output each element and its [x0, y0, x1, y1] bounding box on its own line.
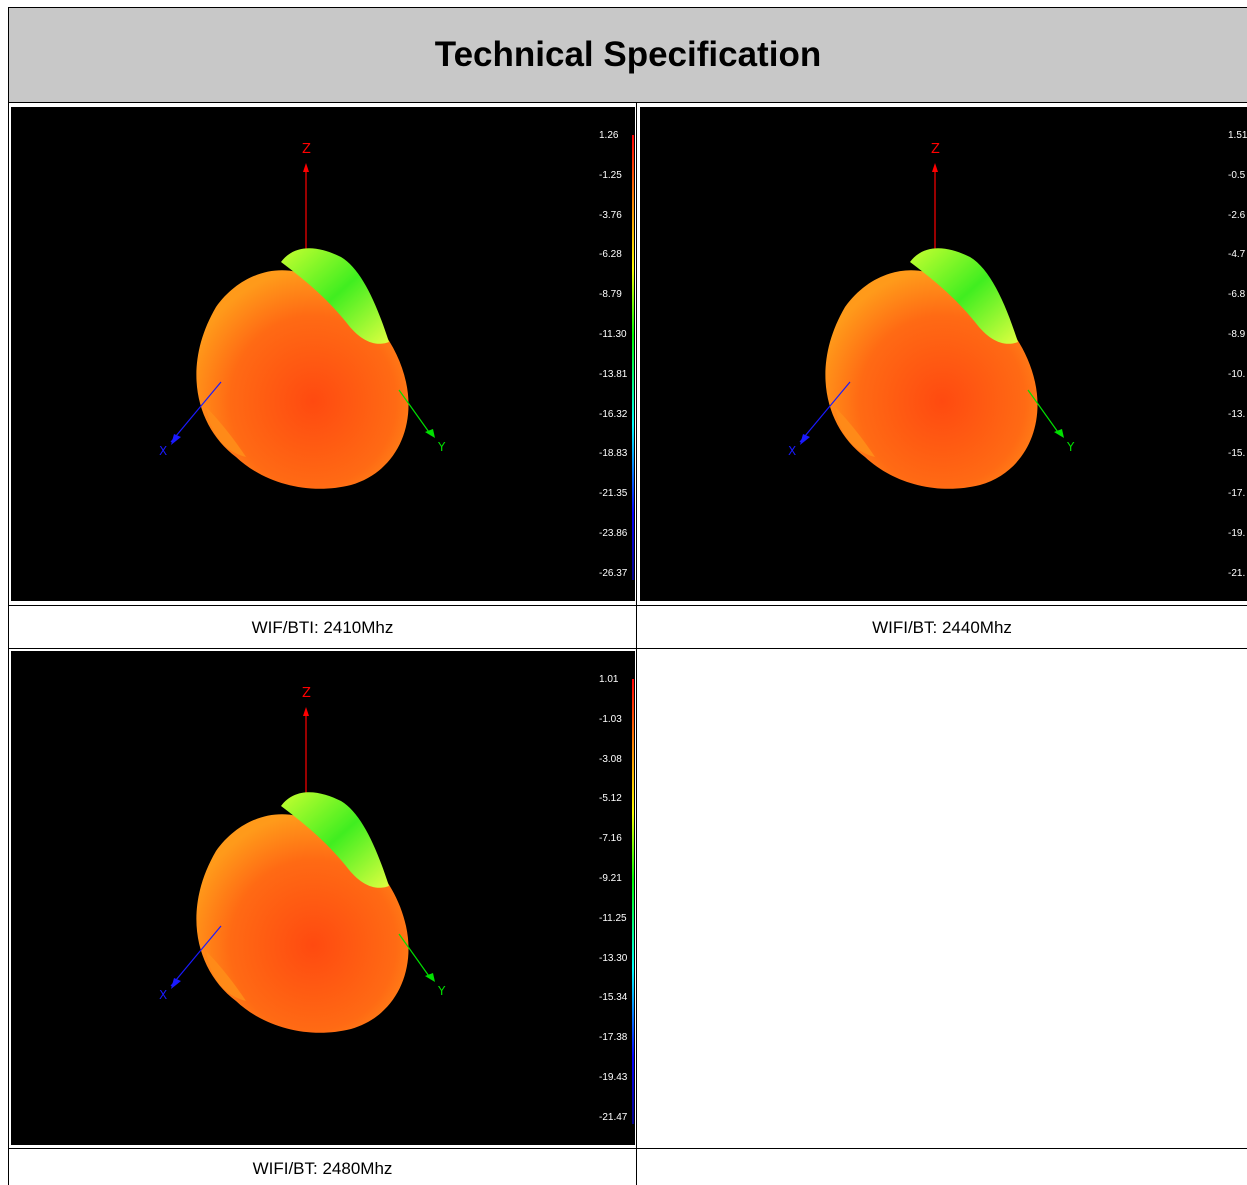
x-axis-label: X	[788, 444, 796, 458]
caption-2410: WIF/BTI: 2410Mhz	[251, 618, 394, 637]
scale-tick-label: -9.21	[599, 873, 622, 884]
scale-tick-label: -2.6	[1228, 209, 1246, 221]
z-axis-arrow	[303, 707, 309, 716]
scale-tick-label: -21.47	[599, 1111, 628, 1123]
scale-tick-label: -11.30	[599, 329, 627, 340]
scale-tick-label: -13.	[1228, 408, 1246, 420]
scale-tick-label: -10.	[1228, 368, 1246, 380]
x-axis-arrow	[800, 434, 810, 445]
y-axis-label: Y	[1066, 440, 1075, 454]
pattern-main-lobe	[196, 814, 409, 1033]
scale-tick-label: -5.12	[599, 793, 622, 805]
scale-tick-label: -19.	[1228, 528, 1246, 539]
scale-tick-label: -3.08	[599, 753, 622, 765]
title-bar: Technical Specification	[9, 8, 1247, 103]
scale-tick-label: -4.7	[1228, 249, 1246, 261]
caption-2440: WIFI/BT: 2440Mhz	[872, 618, 1012, 637]
pattern-main-lobe	[825, 270, 1038, 489]
pattern-upper-lobe	[910, 248, 1018, 344]
scale-tick-label: 1.51	[1228, 130, 1247, 141]
radiation-pattern-svg: Z X Y	[788, 142, 1075, 489]
color-scale-bar	[632, 135, 634, 580]
z-axis-label: Z	[302, 142, 311, 157]
scale-tick-label: -8.9	[1228, 329, 1246, 340]
z-axis-label: Z	[302, 686, 311, 701]
scale-tick-label: -26.37	[599, 567, 628, 579]
x-axis-arrow	[171, 434, 181, 445]
page-title: Technical Specification	[434, 35, 822, 74]
scale-tick-label: -6.8	[1228, 289, 1246, 301]
scale-tick-label: -1.25	[599, 169, 622, 181]
pattern-side-lobe	[835, 407, 875, 457]
divider-row-3	[8, 1148, 1247, 1149]
scale-tick-label: 1.26	[599, 130, 619, 141]
x-axis-arrow	[171, 978, 181, 989]
y-axis-line	[398, 389, 432, 436]
y-axis-line	[398, 933, 432, 980]
scale-tick-label: 1.01	[599, 674, 619, 685]
x-axis-line	[799, 381, 851, 443]
radiation-pattern-plot-2480: Z X Y 1.01 -1.03 -3.08 -5.12 -7.16 -9.21 -11.25 -1…	[11, 651, 635, 1145]
scale-tick-label: -13.30	[599, 952, 628, 964]
radiation-pattern-svg: Z X Y	[159, 135, 634, 580]
pattern-side-lobe	[206, 951, 246, 1001]
caption-2480: WIFI/BT: 2480Mhz	[252, 1159, 393, 1178]
z-axis-arrow	[303, 163, 309, 172]
scale-tick-label: -6.28	[599, 249, 622, 261]
pattern-side-lobe	[206, 407, 246, 457]
scale-tick-label: -11.25	[599, 912, 627, 924]
divider-row-2	[8, 648, 1247, 649]
scale-tick-label: -0.5	[1228, 169, 1246, 181]
y-axis-label: Y	[437, 440, 446, 454]
z-axis-label: Z	[931, 142, 940, 157]
y-axis-label: Y	[437, 984, 446, 998]
divider-vertical-center	[636, 102, 637, 1185]
scale-tick-label: -15.34	[599, 992, 628, 1004]
x-axis-line	[170, 381, 222, 443]
x-axis-line	[170, 925, 222, 987]
scale-tick-label: -1.03	[599, 713, 622, 725]
scale-tick-label: -13.81	[599, 368, 628, 380]
pattern-upper-lobe	[281, 792, 389, 888]
scale-tick-label: -23.86	[599, 528, 628, 539]
divider-row-1	[8, 605, 1247, 606]
pattern-main-lobe	[196, 270, 409, 489]
spec-table: Technical Specification	[8, 7, 1247, 1185]
scale-tick-label: -19.43	[599, 1072, 628, 1083]
scale-tick-label: -16.32	[599, 408, 628, 420]
pattern-upper-lobe	[281, 248, 389, 344]
scale-tick-label: -15.	[1228, 448, 1246, 460]
scale-tick-label: -3.76	[599, 209, 622, 221]
radiation-pattern-plot-2440: Z X Y 1.51 -0.5 -2.6 -4.7 -6.8 -8.9 -10. -13. -15. -…	[640, 107, 1247, 601]
scale-tick-label: -17.	[1228, 488, 1246, 500]
radiation-pattern-plot-2410: Z X Y 1.26 -1.25 -3.76 -6.28 -8.79 -11.30 -13.81 -…	[11, 107, 635, 601]
scale-tick-label: -17.38	[599, 1032, 628, 1044]
scale-tick-label: -21.	[1228, 567, 1246, 579]
z-axis-arrow	[932, 163, 938, 172]
y-axis-arrow	[1054, 429, 1064, 438]
x-axis-label: X	[159, 444, 167, 458]
y-axis-line	[1027, 389, 1061, 436]
color-scale-bar	[632, 679, 634, 1124]
scale-tick-label: -8.79	[599, 289, 622, 301]
y-axis-arrow	[425, 973, 435, 982]
scale-tick-label: -21.35	[599, 488, 628, 500]
y-axis-arrow	[425, 429, 435, 438]
radiation-pattern-svg: Z X Y	[159, 679, 634, 1124]
scale-tick-label: -7.16	[599, 833, 622, 845]
scale-tick-label: -18.83	[599, 448, 628, 460]
x-axis-label: X	[159, 988, 167, 1002]
